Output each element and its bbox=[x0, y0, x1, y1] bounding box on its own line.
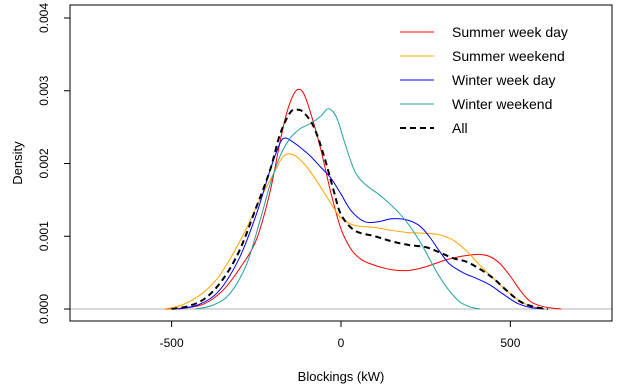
series-line-0 bbox=[164, 88, 562, 310]
legend: Summer week day Summer weekend Winter week… bbox=[400, 24, 568, 136]
series-line-3 bbox=[195, 108, 480, 310]
y-axis-title: Density bbox=[10, 141, 25, 185]
legend-label: All bbox=[452, 120, 468, 136]
legend-label: Winter week day bbox=[452, 72, 555, 88]
y-tick-label: 0.000 bbox=[37, 294, 51, 324]
series-line-4 bbox=[171, 108, 548, 310]
x-tick-label: -500 bbox=[160, 336, 184, 350]
y-tick-label: 0.004 bbox=[37, 3, 51, 33]
series-line-2 bbox=[178, 137, 545, 310]
y-tick-label: 0.001 bbox=[37, 221, 51, 251]
x-tick-label: 0 bbox=[338, 336, 345, 350]
x-axis-title: Blockings (kW) bbox=[298, 369, 385, 384]
x-axis: -500 0 500 bbox=[160, 321, 521, 350]
y-tick-label: 0.003 bbox=[37, 75, 51, 105]
legend-label: Summer weekend bbox=[452, 48, 565, 64]
y-axis: 0.000 0.001 0.002 0.003 0.004 bbox=[37, 3, 70, 324]
series-lines bbox=[164, 88, 562, 310]
series-line-1 bbox=[164, 153, 545, 310]
y-tick-label: 0.002 bbox=[37, 148, 51, 178]
legend-label: Winter weekend bbox=[452, 96, 552, 112]
x-tick-label: 500 bbox=[500, 336, 520, 350]
legend-label: Summer week day bbox=[452, 24, 568, 40]
